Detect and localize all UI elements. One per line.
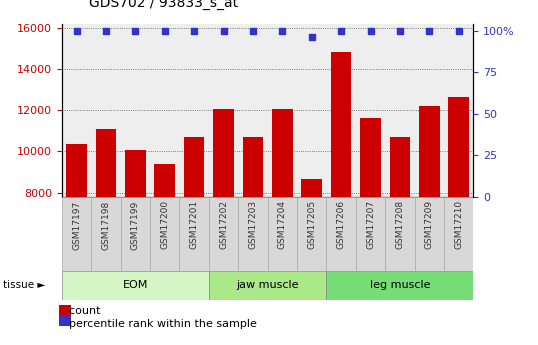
Text: GSM17200: GSM17200	[160, 200, 169, 249]
Bar	[385, 197, 415, 271]
Bar	[415, 197, 444, 271]
Point	[366, 28, 375, 33]
Text: GSM17204: GSM17204	[278, 200, 287, 249]
Point	[102, 28, 110, 33]
Text: GSM17205: GSM17205	[307, 200, 316, 249]
Point	[72, 28, 81, 33]
Bar	[327, 197, 356, 271]
Text: GDS702 / 93833_s_at: GDS702 / 93833_s_at	[89, 0, 238, 10]
Bar	[297, 197, 327, 271]
Text: GSM17198: GSM17198	[102, 200, 110, 250]
Bar	[301, 179, 322, 197]
Bar	[125, 150, 146, 197]
Bar	[62, 271, 209, 300]
Point	[425, 28, 434, 33]
Point	[131, 28, 140, 33]
Text: count: count	[62, 306, 101, 315]
Bar	[390, 137, 410, 197]
Text: percentile rank within the sample: percentile rank within the sample	[62, 319, 257, 329]
Point	[190, 28, 199, 33]
Bar	[121, 197, 150, 271]
Point	[395, 28, 404, 33]
Point	[249, 28, 257, 33]
Bar	[272, 109, 293, 197]
Bar	[243, 137, 263, 197]
Point	[337, 28, 345, 33]
Bar	[91, 197, 121, 271]
Bar	[96, 129, 116, 197]
Text: GSM17210: GSM17210	[454, 200, 463, 249]
Bar	[209, 197, 238, 271]
Text: GSM17197: GSM17197	[72, 200, 81, 250]
Text: GSM17201: GSM17201	[190, 200, 199, 249]
Text: GSM17202: GSM17202	[219, 200, 228, 249]
Text: GSM17203: GSM17203	[249, 200, 258, 249]
Bar	[184, 137, 204, 197]
Bar	[150, 197, 180, 271]
Bar	[154, 164, 175, 197]
Bar	[419, 106, 440, 197]
Bar	[213, 109, 234, 197]
Bar	[356, 197, 385, 271]
Bar	[331, 52, 351, 197]
Bar	[267, 197, 297, 271]
Bar	[360, 118, 381, 197]
Bar	[209, 271, 327, 300]
Point	[160, 28, 169, 33]
Bar	[449, 97, 469, 197]
Bar	[180, 197, 209, 271]
Bar	[238, 197, 268, 271]
Bar	[66, 144, 87, 197]
Point	[278, 28, 287, 33]
Text: GSM17206: GSM17206	[337, 200, 345, 249]
Text: jaw muscle: jaw muscle	[236, 280, 299, 290]
Bar	[62, 197, 91, 271]
Text: GSM17209: GSM17209	[425, 200, 434, 249]
Text: GSM17208: GSM17208	[395, 200, 405, 249]
Point	[307, 34, 316, 40]
Text: EOM: EOM	[123, 280, 148, 290]
Text: GSM17207: GSM17207	[366, 200, 375, 249]
Point	[455, 28, 463, 33]
Bar	[327, 271, 473, 300]
Point	[220, 28, 228, 33]
Text: GSM17199: GSM17199	[131, 200, 140, 250]
Text: leg muscle: leg muscle	[370, 280, 430, 290]
Text: tissue ►: tissue ►	[3, 280, 45, 290]
Bar	[444, 197, 473, 271]
